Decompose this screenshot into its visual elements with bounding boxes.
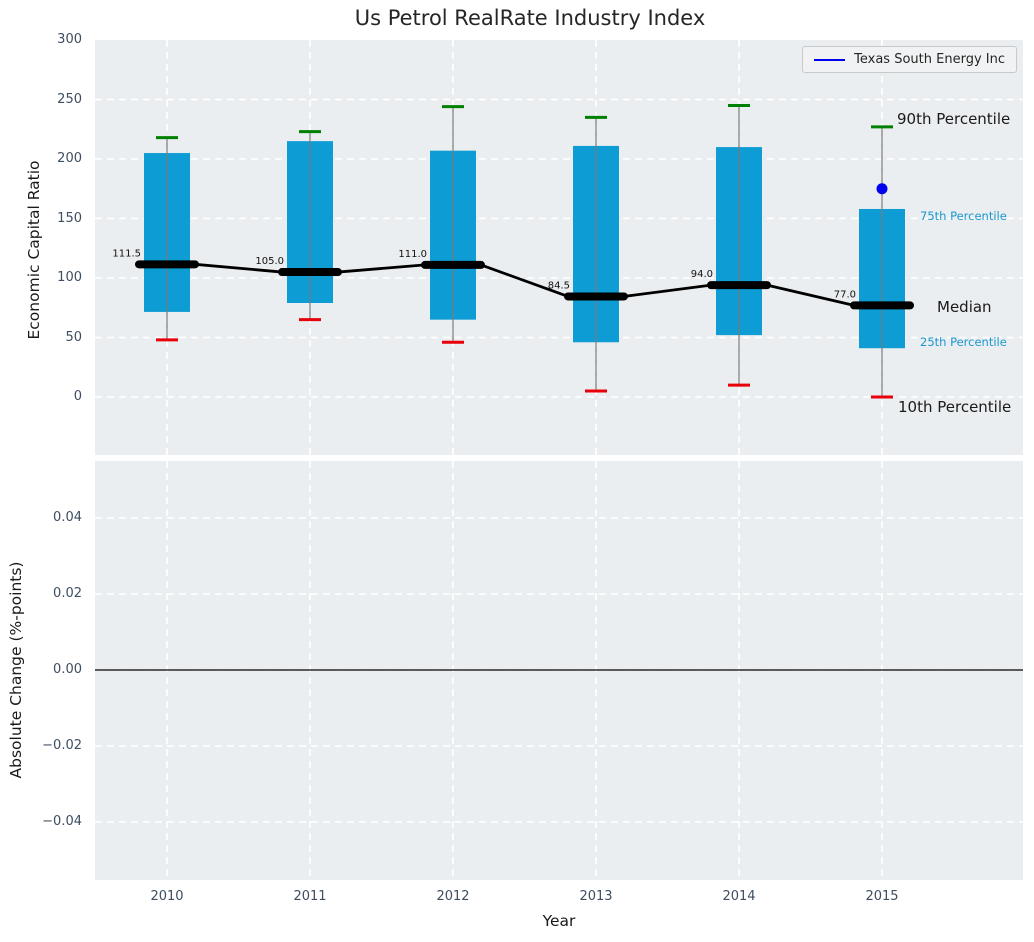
absolute-change-plot-area <box>95 461 1023 880</box>
y-tick-label: 250 <box>57 91 82 107</box>
annotation-75th-percentile: 75th Percentile <box>920 209 1007 224</box>
legend-line-icon <box>814 58 846 61</box>
y-tick-label: 200 <box>57 151 82 166</box>
legend: Texas South Energy Inc <box>802 46 1017 73</box>
median-connector-line <box>194 262 283 274</box>
y-tick-label: −0.04 <box>42 814 82 829</box>
y-tick-label: 0.00 <box>53 662 82 677</box>
y-axis-label-top: Economic Capital Ratio <box>25 160 43 340</box>
median-value-label: 105.0 <box>255 256 284 267</box>
x-tick-label: 2013 <box>579 889 613 904</box>
x-tick-label: 2010 <box>150 889 184 904</box>
y-tick-label: 50 <box>65 329 82 345</box>
y-tick-label: 100 <box>57 270 82 285</box>
y-tick-label: 0.04 <box>53 510 82 525</box>
change-plot-canvas <box>95 461 1023 880</box>
x-axis-label: Year <box>542 912 576 930</box>
y-tick-label: −0.02 <box>42 738 82 753</box>
median-value-label: 94.0 <box>691 269 713 280</box>
annotation-25th-percentile: 25th Percentile <box>920 335 1007 350</box>
annotation-median: Median <box>937 297 992 316</box>
median-connector-line <box>623 283 712 298</box>
y-tick-label: 150 <box>57 210 82 226</box>
median-connector-line <box>480 263 569 298</box>
median-value-label: 77.0 <box>834 289 856 300</box>
y-tick-label: 0 <box>73 389 82 404</box>
median-connector-line <box>766 283 855 307</box>
median-value-label: 111.5 <box>112 248 141 259</box>
annotation-10th-percentile: 10th Percentile <box>898 397 1012 416</box>
chart-title: Us Petrol RealRate Industry Index <box>354 6 706 30</box>
median-connector-line <box>337 263 426 274</box>
median-value-label: 84.5 <box>548 280 570 291</box>
y-tick-label: 300 <box>57 32 82 47</box>
annotation-90th-percentile: 90th Percentile <box>897 109 1011 128</box>
industry-index-plot-area: 111.5 105.0 111.0 84.5 94.0 77.0 <box>95 40 1023 455</box>
legend-label: Texas South Energy Inc <box>854 52 1005 67</box>
x-tick-label: 2012 <box>436 889 470 904</box>
median-value-label: 111.0 <box>398 249 427 260</box>
x-tick-label: 2014 <box>722 889 756 904</box>
y-tick-label: 0.02 <box>53 586 82 601</box>
x-tick-label: 2015 <box>865 889 899 904</box>
company-data-point <box>876 183 888 195</box>
x-tick-label: 2011 <box>293 889 327 904</box>
boxplot-canvas: 111.5 105.0 111.0 84.5 94.0 77.0 <box>95 40 1023 455</box>
